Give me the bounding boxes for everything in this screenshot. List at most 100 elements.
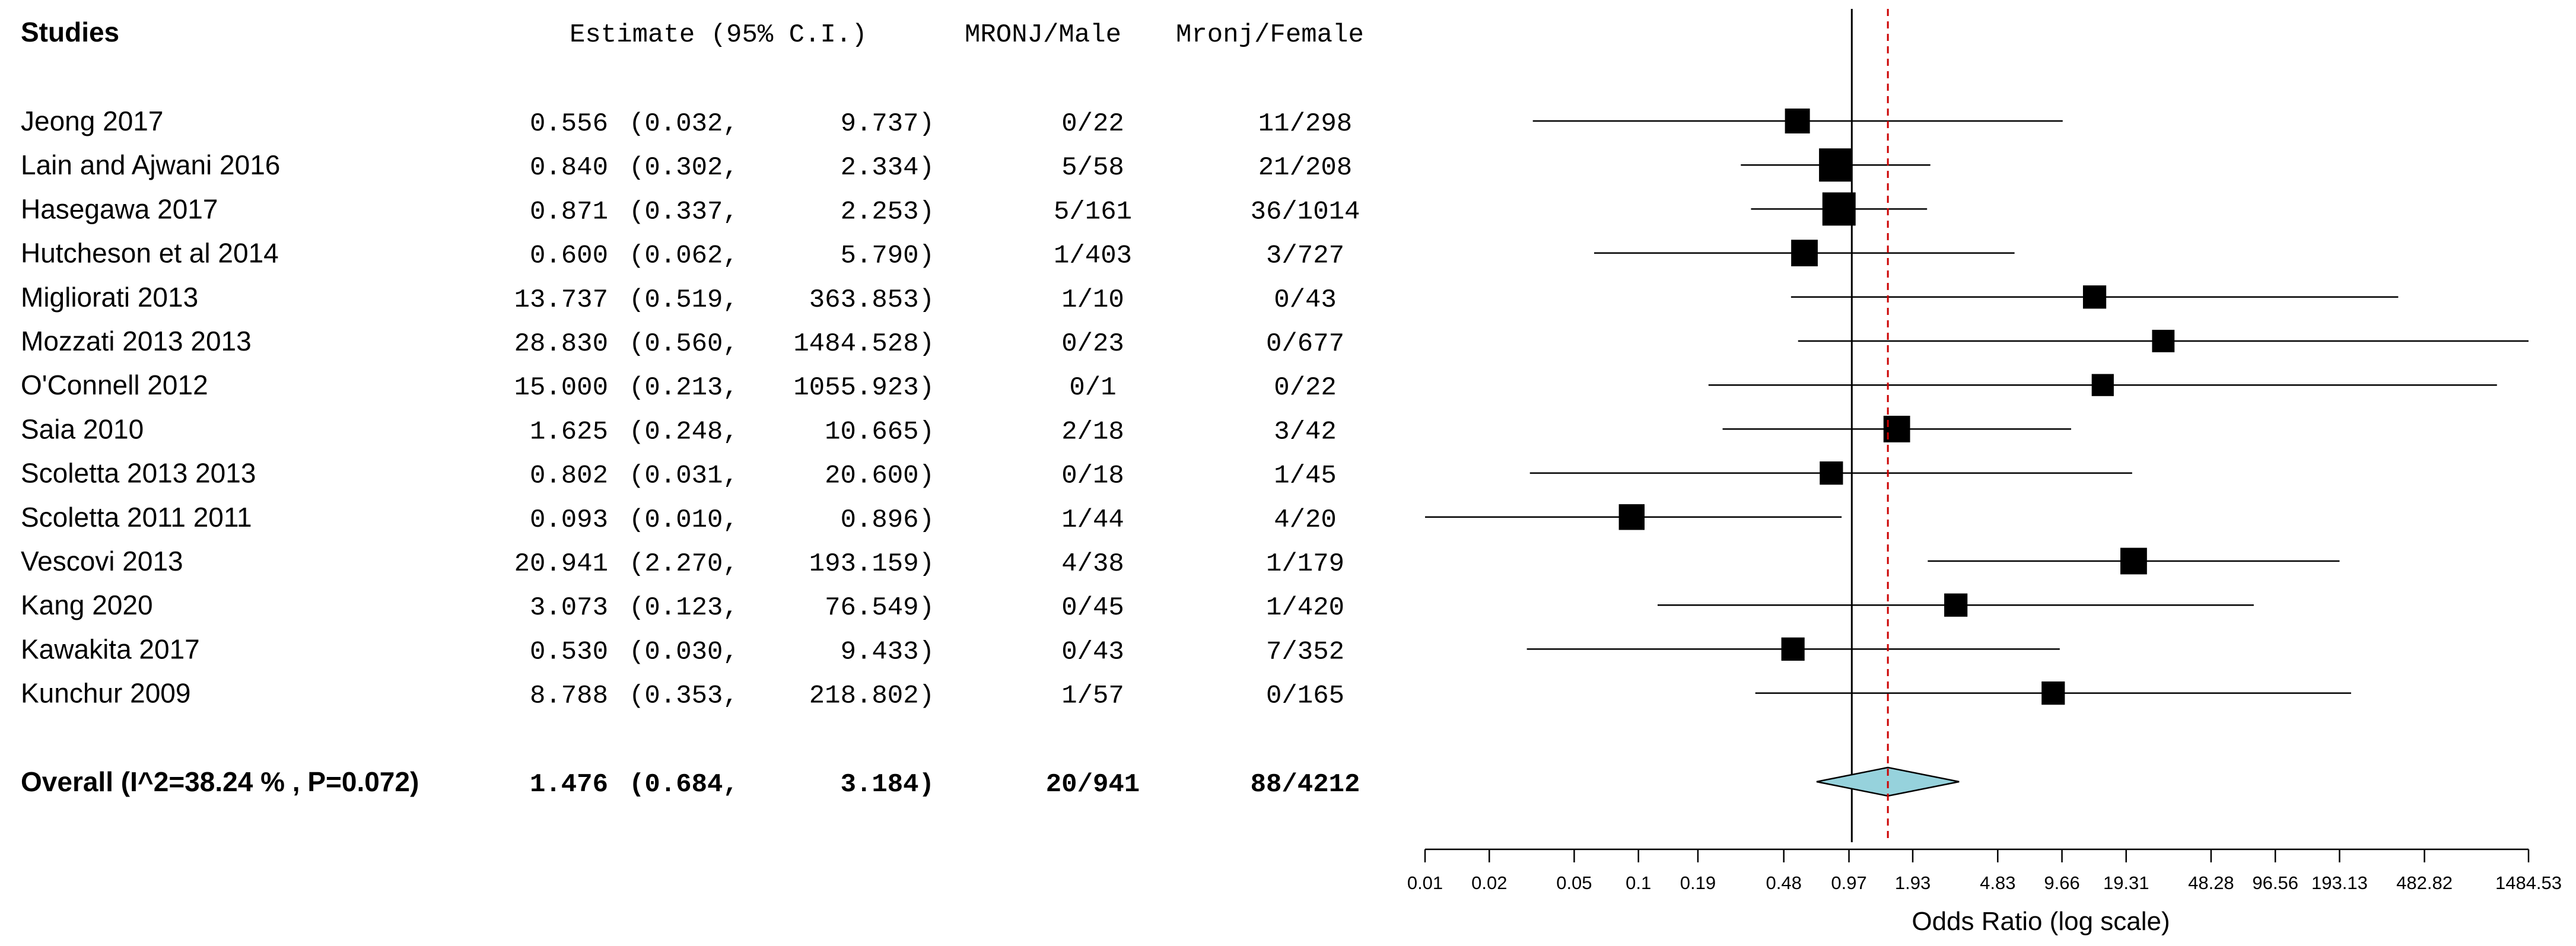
point-estimate-3 [1822,192,1856,226]
study-row-13-female-count: 7/352 [1266,637,1344,667]
overall-row-male-count: 20/941 [1046,770,1140,800]
study-row-1-male-count: 0/22 [1061,109,1124,139]
study-row-11-estimate: 20.941 [514,549,608,579]
point-estimate-2 [1819,148,1853,182]
study-row-2-estimate: 0.840 [530,153,608,183]
study-row-9-ci-upper: 20.600) [825,461,934,491]
x-tick-label-13: 96.56 [2252,872,2298,893]
study-row-4-female-count: 3/727 [1266,241,1344,271]
study-row-2-ci-upper: 2.334) [841,153,934,183]
study-row-13-estimate: 0.530 [530,637,608,667]
study-row-4-estimate: 0.600 [530,241,608,271]
study-row-8-estimate: 1.625 [530,417,608,447]
study-row-10-ci-upper: 0.896) [841,505,934,535]
study-row-3-ci-upper: 2.253) [841,197,934,227]
point-estimate-6 [2152,330,2175,352]
study-row-3-male-count: 5/161 [1054,197,1132,227]
study-row-9-ci-lower: (0.031, [629,461,739,491]
study-row-9-female-count: 1/45 [1274,461,1337,491]
header-studies: Studies [21,17,119,47]
study-row-12-label: Kang 2020 [21,590,153,620]
overall-row-female-count: 88/4212 [1251,770,1360,800]
study-row-10-estimate: 0.093 [530,505,608,535]
study-row-1-label: Jeong 2017 [21,106,163,136]
overall-row-ci-lower: (0.684, [629,770,739,800]
study-row-6-female-count: 0/677 [1266,329,1344,359]
study-row-13-ci-lower: (0.030, [629,637,739,667]
study-row-12-ci-upper: 76.549) [825,593,934,623]
study-row-4-ci-upper: 5.790) [841,241,934,271]
study-row-1-ci-upper: 9.737) [841,109,934,139]
study-row-11-ci-upper: 193.159) [809,549,934,579]
study-row-5-estimate: 13.737 [514,285,608,315]
study-row-14-estimate: 8.788 [530,681,608,711]
x-tick-label-5: 0.19 [1680,872,1716,893]
point-estimate-7 [2091,374,2114,396]
study-row-7-ci-lower: (0.213, [629,373,739,403]
point-estimate-4 [1791,240,1818,266]
study-row-6-ci-upper: 1484.528) [793,329,934,359]
x-tick-label-2: 0.02 [1471,872,1507,893]
study-row-6-male-count: 0/23 [1061,329,1124,359]
study-row-12-ci-lower: (0.123, [629,593,739,623]
study-row-1-female-count: 11/298 [1258,109,1352,139]
study-row-7-ci-upper: 1055.923) [793,373,934,403]
x-tick-label-9: 4.83 [1980,872,2015,893]
study-row-12-male-count: 0/45 [1061,593,1124,623]
header-estimate: Estimate (95% C.I.) [570,20,867,50]
x-tick-label-3: 0.05 [1556,872,1592,893]
x-tick-label-14: 193.13 [2311,872,2368,893]
study-row-14-ci-lower: (0.353, [629,681,739,711]
study-row-5-female-count: 0/43 [1274,285,1337,315]
study-row-1-ci-lower: (0.032, [629,109,739,139]
point-estimate-10 [1618,504,1645,530]
study-row-2-male-count: 5/58 [1061,153,1124,183]
x-tick-label-6: 0.48 [1766,872,1801,893]
study-row-5-label: Migliorati 2013 [21,282,198,313]
study-row-7-male-count: 0/1 [1069,373,1116,403]
study-rows: Jeong 2017 0.556 (0.032, 9.737) 0/22 11/298 La… [21,106,1360,800]
x-tick-label-1: 0.01 [1407,872,1443,893]
study-row-10-label: Scoletta 2011 2011 [21,502,252,533]
study-row-7-estimate: 15.000 [514,373,608,403]
study-row-7-label: O'Connell 2012 [21,370,208,400]
study-row-13-male-count: 0/43 [1061,637,1124,667]
study-row-8-ci-lower: (0.248, [629,417,739,447]
study-row-3-ci-lower: (0.337, [629,197,739,227]
study-row-8-label: Saia 2010 [21,413,144,444]
point-estimate-1 [1785,109,1810,133]
study-row-3-estimate: 0.871 [530,197,608,227]
point-estimate-12 [1944,593,1968,617]
header-male: MRONJ/Male [965,20,1121,50]
point-estimate-9 [1820,461,1843,485]
study-row-3-label: Hasegawa 2017 [21,193,218,224]
study-row-8-ci-upper: 10.665) [825,417,934,447]
study-row-5-male-count: 1/10 [1061,285,1124,315]
study-row-4-ci-lower: (0.062, [629,241,739,271]
study-row-6-ci-lower: (0.560, [629,329,739,359]
x-tick-label-8: 1.93 [1895,872,1931,893]
point-estimate-5 [2082,285,2107,309]
x-tick-label-12: 48.28 [2188,872,2234,893]
study-row-8-female-count: 3/42 [1274,417,1337,447]
overall-row-label: Overall (I^2=38.24 % , P=0.072) [21,766,419,797]
overall-row-estimate: 1.476 [530,770,608,800]
study-row-2-female-count: 21/208 [1258,153,1352,183]
study-row-7-female-count: 0/22 [1274,373,1337,403]
study-row-14-label: Kunchur 2009 [21,678,190,709]
study-row-9-male-count: 0/18 [1061,461,1124,491]
study-row-13-ci-upper: 9.433) [841,637,934,667]
study-row-11-male-count: 4/38 [1061,549,1124,579]
study-row-11-female-count: 1/179 [1266,549,1344,579]
study-row-6-estimate: 28.830 [514,329,608,359]
x-axis-title: Odds Ratio (log scale) [1912,907,2170,936]
study-row-8-male-count: 2/18 [1061,417,1124,447]
study-row-14-ci-upper: 218.802) [809,681,934,711]
study-row-11-ci-lower: (2.270, [629,549,739,579]
point-estimate-14 [2041,681,2065,705]
x-tick-label-11: 19.31 [2103,872,2149,893]
x-tick-label-7: 0.97 [1831,872,1866,893]
study-row-6-label: Mozzati 2013 2013 [21,326,252,356]
x-tick-label-10: 9.66 [2044,872,2079,893]
